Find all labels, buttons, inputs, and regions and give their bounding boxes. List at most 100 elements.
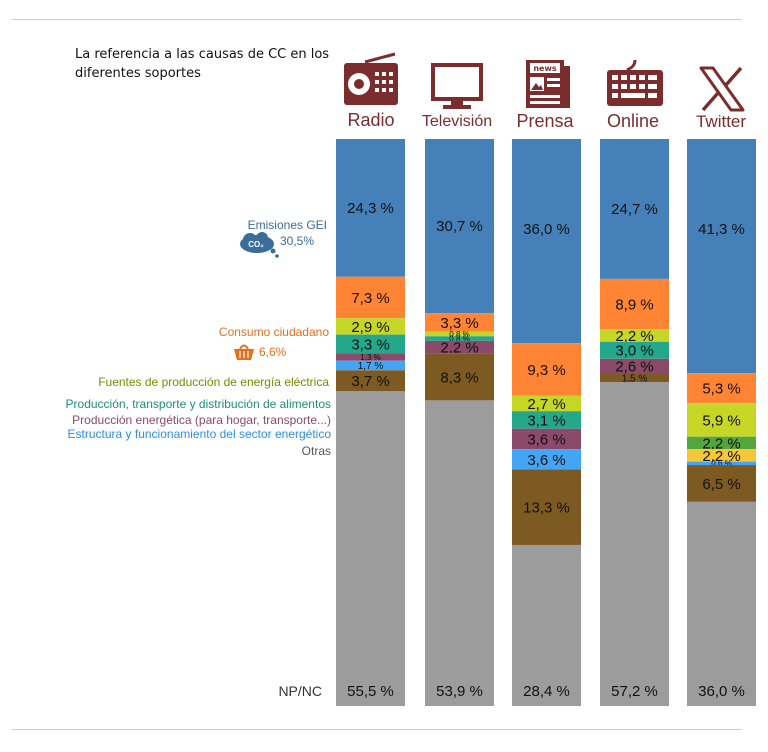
data-label-radio-otras: 3,7 %	[351, 373, 389, 390]
bar-prensa-produccion-energetica-para-hogar-transporte	[512, 428, 581, 450]
data-label-twitter-estructura-y-funcionamiento-del-sector-energetico: 0,6 %	[711, 459, 731, 468]
bottom-divider	[12, 729, 742, 730]
data-label-radio-emisiones-gei: 24,3 %	[347, 200, 394, 217]
bar-twitter-extra-1	[687, 436, 756, 450]
bar-prensa-estructura-y-funcionamiento-del-sector-energetico	[512, 449, 581, 470]
bar-radio-emisiones-gei	[336, 139, 405, 277]
bar-television-consumo-ciudadano	[425, 313, 494, 332]
data-label-online-produccion-transporte-y-distribucion-de-alimentos: 3,0 %	[615, 343, 653, 360]
data-label-online-otras: 1,5 %	[622, 373, 648, 384]
bar-twitter-estructura-y-funcionamiento-del-sector-energetico	[687, 461, 756, 466]
bar-television-emisiones-gei	[425, 139, 494, 314]
data-label-television-produccion-transporte-y-distribucion-de-alimentos: 0,8 %	[449, 334, 469, 343]
data-label-radio-consumo-ciudadano: 7,3 %	[351, 290, 389, 307]
data-label-prensa-produccion-energetica-para-hogar-transporte: 3,6 %	[527, 431, 565, 448]
keyboard-icon	[607, 59, 663, 106]
category-label-online: Online	[607, 111, 659, 131]
shopping-basket-icon	[234, 344, 254, 360]
bar-radio-estructura-y-funcionamiento-del-sector-energetico	[336, 360, 405, 371]
data-label-radio-estructura-y-funcionamiento-del-sector-energetico: 1,7 %	[358, 361, 384, 372]
data-label-online-produccion-energetica-para-hogar-transporte: 2,6 %	[615, 359, 653, 376]
bar-twitter-emisiones-gei	[687, 139, 756, 374]
data-label-radio-produccion-energetica-para-hogar-transporte: 1,3 %	[360, 353, 380, 362]
data-label-twitter-extra-1: 2,2 %	[702, 435, 740, 452]
data-label-television-fuentes-de-produccion-de-energia-electrica: 0,8 %	[449, 330, 469, 339]
data-label-online-consumo-ciudadano: 8,9 %	[615, 297, 653, 314]
legend-npnc-label: NP/NC	[278, 683, 322, 699]
bar-television-produccion-energetica-para-hogar-transporte	[425, 340, 494, 354]
bar-radio-fuentes-de-produccion-de-energia-electrica	[336, 318, 405, 335]
co2-cloud-icon: CO₂	[240, 232, 279, 258]
data-label-twitter-otras: 6,5 %	[702, 476, 740, 493]
data-label-television-produccion-energetica-para-hogar-transporte: 2,2 %	[440, 339, 478, 356]
legend-emisiones-value: 30,5%	[280, 234, 314, 248]
data-label-television-emisiones-gei: 30,7 %	[436, 218, 483, 235]
radio-icon	[344, 52, 398, 105]
data-label-online-np-nc: 57,2 %	[611, 683, 658, 700]
bar-online-consumo-ciudadano	[600, 278, 669, 330]
bar-online-produccion-transporte-y-distribucion-de-alimentos	[600, 341, 669, 359]
bar-radio-produccion-energetica-para-hogar-transporte	[336, 353, 405, 361]
bar-prensa-emisiones-gei	[512, 139, 581, 344]
data-label-prensa-estructura-y-funcionamiento-del-sector-energetico: 3,6 %	[527, 452, 565, 469]
x-logo-icon	[699, 66, 745, 112]
bar-prensa-np-nc	[512, 544, 581, 706]
legend-fuentes-label: Fuentes de producción de energía eléctri…	[98, 375, 329, 389]
top-divider	[12, 19, 742, 20]
bar-radio-np-nc	[336, 391, 405, 706]
data-label-radio-produccion-transporte-y-distribucion-de-alimentos: 3,3 %	[351, 336, 389, 353]
bar-online-fuentes-de-produccion-de-energia-electrica	[600, 329, 669, 342]
svg-text:news: news	[533, 64, 557, 73]
bar-online-np-nc	[600, 382, 669, 706]
bar-online-produccion-energetica-para-hogar-transporte	[600, 358, 669, 374]
svg-text:CO₂: CO₂	[248, 240, 264, 249]
bar-prensa-produccion-transporte-y-distribucion-de-alimentos	[512, 411, 581, 429]
bar-online-otras	[600, 373, 669, 382]
data-label-television-otras: 8,3 %	[440, 369, 478, 386]
data-label-radio-fuentes-de-produccion-de-energia-electrica: 2,9 %	[351, 319, 389, 336]
legend-alimentos-label: Producción, transporte y distribución de…	[66, 397, 331, 411]
data-label-television-consumo-ciudadano: 3,3 %	[440, 315, 478, 332]
category-label-television: Televisión	[422, 113, 492, 130]
bar-radio-consumo-ciudadano	[336, 276, 405, 319]
television-icon	[431, 63, 483, 109]
data-label-prensa-otras: 13,3 %	[523, 500, 570, 517]
data-label-twitter-extra-2: 2,2 %	[702, 448, 740, 465]
bar-twitter-np-nc	[687, 501, 756, 706]
bar-radio-otras	[336, 370, 405, 392]
bar-online-emisiones-gei	[600, 139, 669, 279]
bar-twitter-otras	[687, 465, 756, 502]
data-label-radio-np-nc: 55,5 %	[347, 683, 394, 700]
data-label-online-emisiones-gei: 24,7 %	[611, 201, 658, 218]
bar-prensa-consumo-ciudadano	[512, 343, 581, 396]
data-label-online-fuentes-de-produccion-de-energia-electrica: 2,2 %	[615, 328, 653, 345]
data-label-prensa-produccion-transporte-y-distribucion-de-alimentos: 3,1 %	[527, 412, 565, 429]
bar-television-np-nc	[425, 400, 494, 706]
legend-prod-energetica-label: Producción energética (para hogar, trans…	[72, 413, 331, 427]
category-label-prensa: Prensa	[516, 111, 574, 131]
bar-prensa-otras	[512, 469, 581, 545]
data-label-prensa-np-nc: 28,4 %	[523, 683, 570, 700]
category-label-twitter: Twitter	[696, 112, 746, 131]
data-label-prensa-emisiones-gei: 36,0 %	[523, 221, 570, 238]
data-label-twitter-np-nc: 36,0 %	[698, 683, 745, 700]
bar-twitter-fuentes-de-produccion-de-energia-electrica	[687, 403, 756, 437]
bar-radio-produccion-transporte-y-distribucion-de-alimentos	[336, 334, 405, 354]
newspaper-icon: news	[526, 60, 570, 108]
bar-twitter-consumo-ciudadano	[687, 373, 756, 404]
legend-estructura-label: Estructura y funcionamiento del sector e…	[68, 427, 332, 441]
data-label-twitter-emisiones-gei: 41,3 %	[698, 221, 745, 238]
legend-otras-label: Otras	[302, 444, 331, 458]
bar-television-produccion-transporte-y-distribucion-de-alimentos	[425, 336, 494, 341]
bars-group: 24,3 %7,3 %2,9 %3,3 %1,3 %1,7 %3,7 %55,5…	[336, 139, 756, 706]
data-label-prensa-fuentes-de-produccion-de-energia-electrica: 2,7 %	[527, 396, 565, 413]
data-label-twitter-consumo-ciudadano: 5,3 %	[702, 381, 740, 398]
data-label-twitter-fuentes-de-produccion-de-energia-electrica: 5,9 %	[702, 412, 740, 429]
legend-consumo-label: Consumo ciudadano	[219, 325, 329, 339]
data-label-television-np-nc: 53,9 %	[436, 683, 483, 700]
bar-prensa-fuentes-de-produccion-de-energia-electrica	[512, 395, 581, 412]
data-label-prensa-consumo-ciudadano: 9,3 %	[527, 362, 565, 379]
bar-television-fuentes-de-produccion-de-energia-electrica	[425, 331, 494, 337]
bar-television-otras	[425, 353, 494, 401]
